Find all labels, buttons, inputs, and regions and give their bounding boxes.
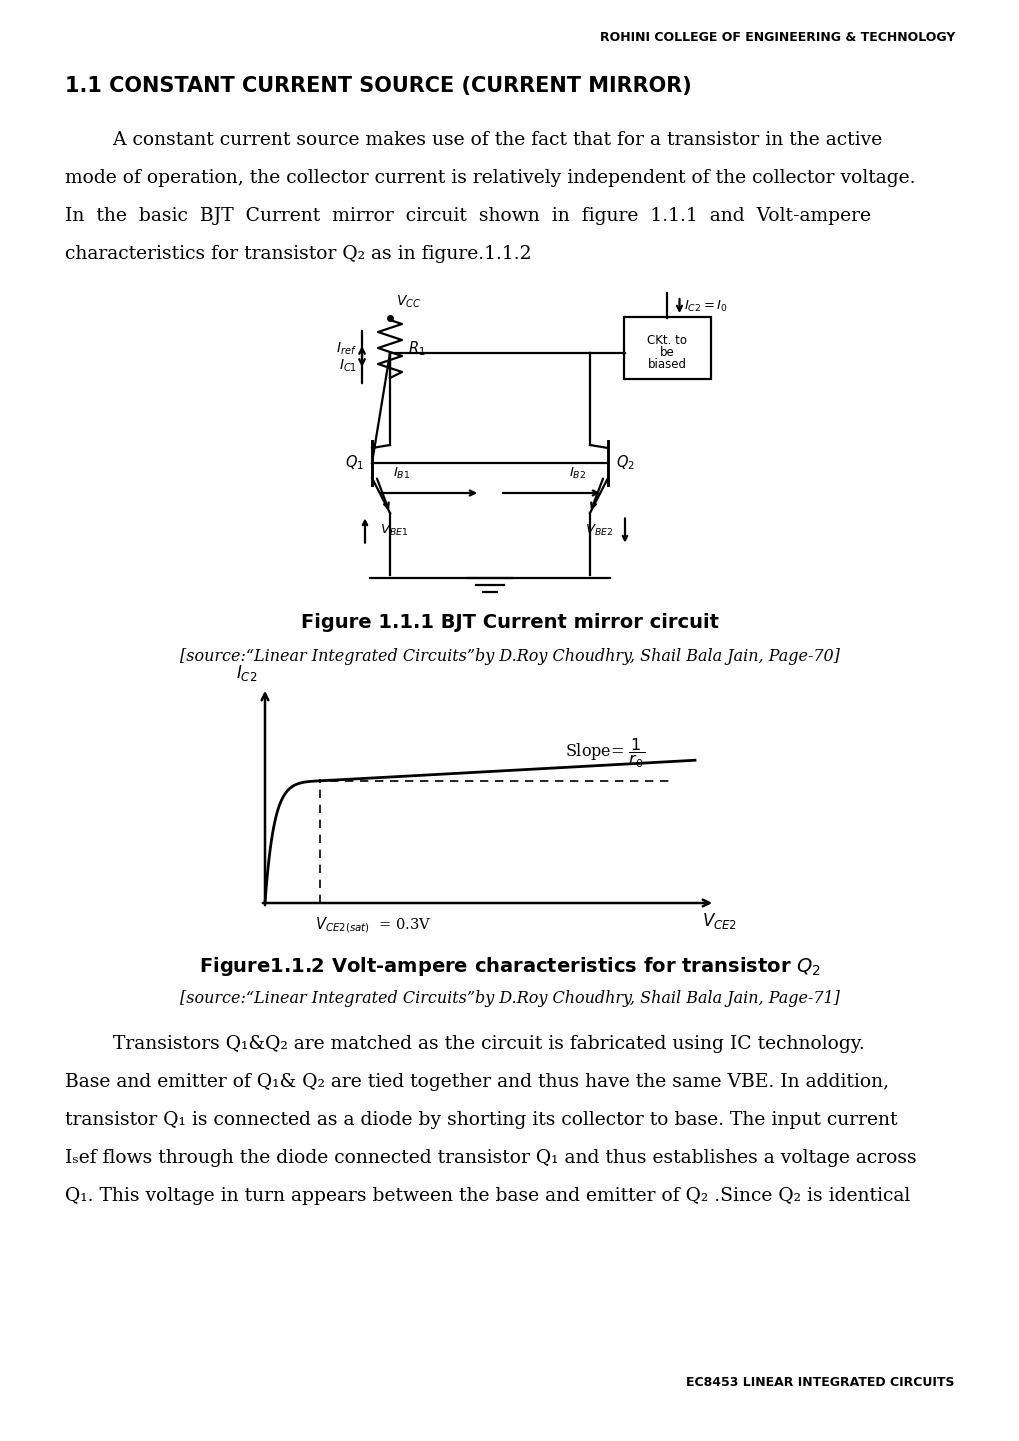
Text: Base and emitter of Q₁& Q₂ are tied together and thus have the same VBE. In addi: Base and emitter of Q₁& Q₂ are tied toge…: [65, 1074, 889, 1091]
Text: $I_{B1}$: $I_{B1}$: [393, 465, 411, 481]
FancyBboxPatch shape: [624, 317, 710, 379]
Text: CKt. to: CKt. to: [647, 334, 687, 347]
Text: Figure 1.1.1 BJT Current mirror circuit: Figure 1.1.1 BJT Current mirror circuit: [301, 612, 718, 633]
Text: $I_{C2}$: $I_{C2}$: [235, 663, 257, 683]
Text: biased: biased: [647, 357, 687, 370]
Text: $I_{ref}$: $I_{ref}$: [336, 342, 357, 357]
Text: $Q_1$: $Q_1$: [344, 454, 364, 473]
Text: $I_{C2}=I_0$: $I_{C2}=I_0$: [684, 298, 728, 314]
Text: $I_{C1}$: $I_{C1}$: [338, 357, 357, 373]
Text: $V_{BE1}$: $V_{BE1}$: [380, 523, 408, 537]
Text: $V_{CE2(sat)}$  = 0.3V: $V_{CE2(sat)}$ = 0.3V: [315, 915, 431, 935]
Text: $I_{B2}$: $I_{B2}$: [569, 465, 586, 481]
Text: [source:“Linear Integrated Circuits”by D.Roy Choudhry, Shail Bala Jain, Page-71]: [source:“Linear Integrated Circuits”by D…: [180, 990, 839, 1007]
Text: Figure1.1.2 Volt-ampere characteristics for transistor $Q_2$: Figure1.1.2 Volt-ampere characteristics …: [199, 955, 820, 978]
Text: $Q_2$: $Q_2$: [615, 454, 634, 473]
Text: mode of operation, the collector current is relatively independent of the collec: mode of operation, the collector current…: [65, 169, 915, 187]
Text: $V_{BE2}$: $V_{BE2}$: [585, 523, 612, 537]
Text: $R_1$: $R_1$: [408, 340, 425, 359]
Text: characteristics for transistor Q₂ as in figure.1.1.2: characteristics for transistor Q₂ as in …: [65, 245, 531, 264]
Text: Iₛef flows through the diode connected transistor Q₁ and thus establishes a volt: Iₛef flows through the diode connected t…: [65, 1148, 916, 1167]
Text: In  the  basic  BJT  Current  mirror  circuit  shown  in  figure  1.1.1  and  Vo: In the basic BJT Current mirror circuit …: [65, 208, 870, 225]
Text: ROHINI COLLEGE OF ENGINEERING & TECHNOLOGY: ROHINI COLLEGE OF ENGINEERING & TECHNOLO…: [599, 32, 954, 45]
Text: Slope= $\dfrac{1}{r_0}$: Slope= $\dfrac{1}{r_0}$: [565, 736, 644, 769]
Text: Q₁. This voltage in turn appears between the base and emitter of Q₂ .Since Q₂ is: Q₁. This voltage in turn appears between…: [65, 1187, 909, 1205]
Text: Transistors Q₁&Q₂ are matched as the circuit is fabricated using IC technology.: Transistors Q₁&Q₂ are matched as the cir…: [65, 1035, 864, 1053]
Text: $V_{CC}$: $V_{CC}$: [395, 294, 421, 310]
Text: transistor Q₁ is connected as a diode by shorting its collector to base. The inp: transistor Q₁ is connected as a diode by…: [65, 1111, 897, 1128]
Text: be: be: [659, 346, 675, 359]
Text: A constant current source makes use of the fact that for a transistor in the act: A constant current source makes use of t…: [65, 131, 881, 148]
Text: [source:“Linear Integrated Circuits”by D.Roy Choudhry, Shail Bala Jain, Page-70]: [source:“Linear Integrated Circuits”by D…: [180, 648, 839, 664]
Text: 1.1 CONSTANT CURRENT SOURCE (CURRENT MIRROR): 1.1 CONSTANT CURRENT SOURCE (CURRENT MIR…: [65, 76, 691, 97]
Text: EC8453 LINEAR INTEGRATED CIRCUITS: EC8453 LINEAR INTEGRATED CIRCUITS: [686, 1376, 954, 1389]
Text: $V_{CE2}$: $V_{CE2}$: [702, 911, 737, 931]
